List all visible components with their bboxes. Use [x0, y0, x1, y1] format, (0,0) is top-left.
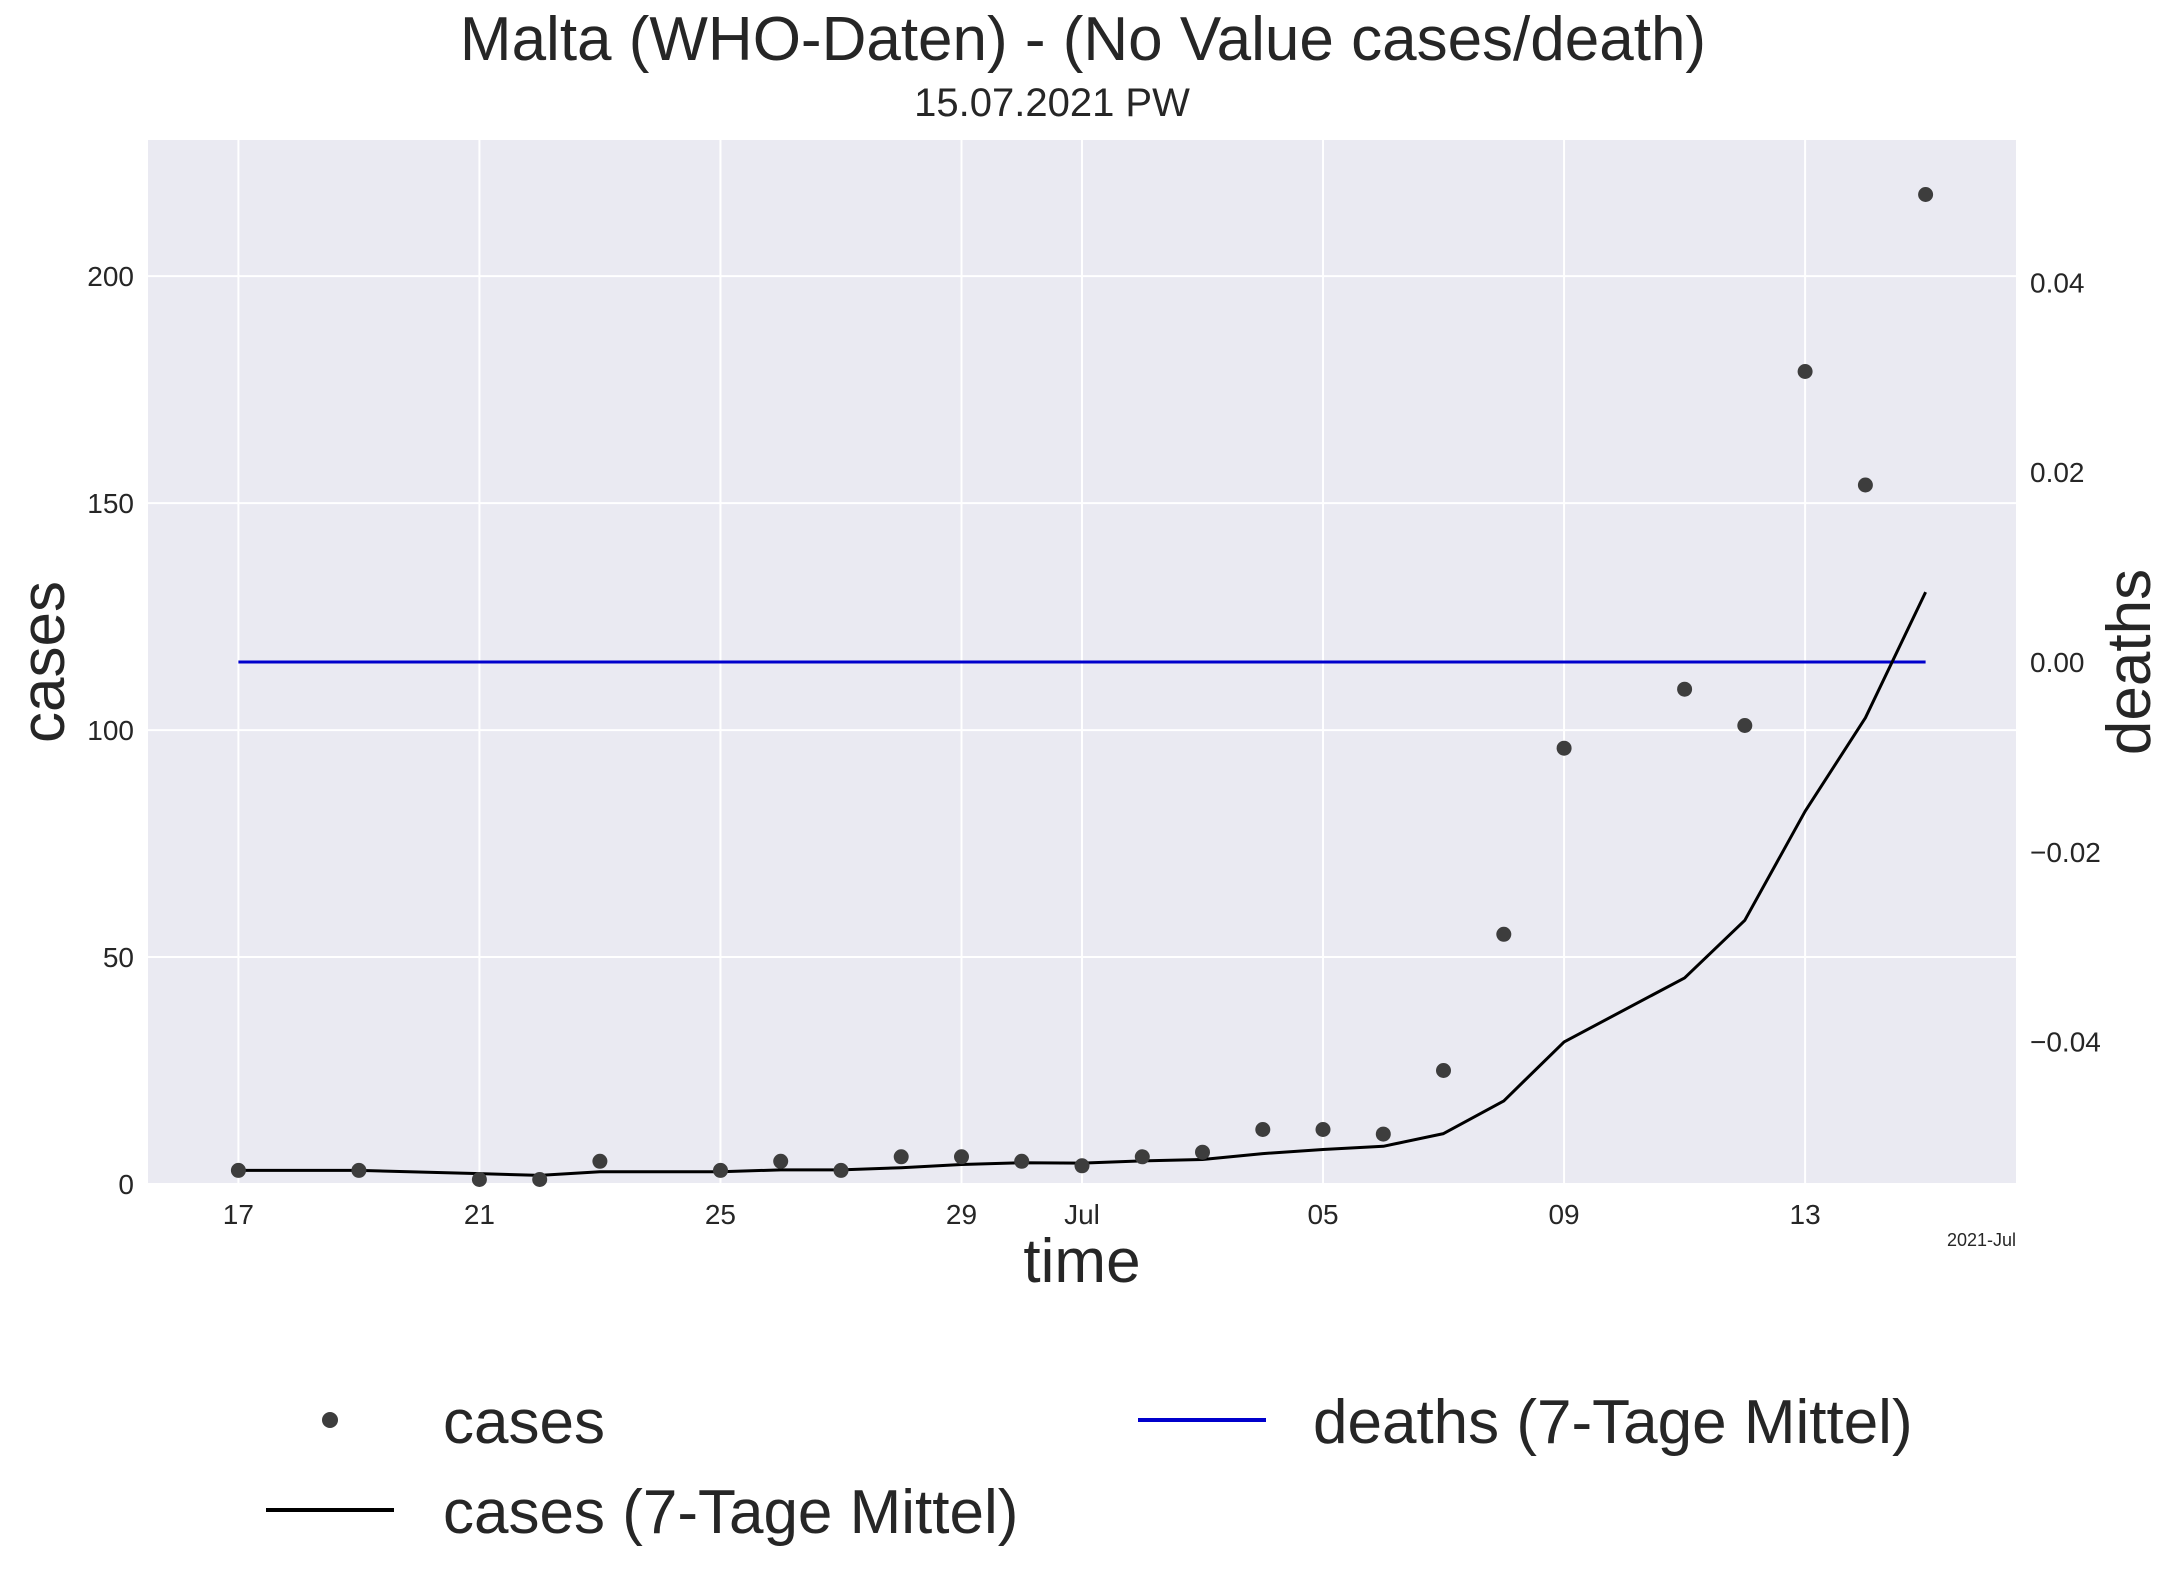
cases-point — [1375, 1126, 1391, 1142]
x-tick-label: 25 — [705, 1199, 736, 1230]
cases-point — [773, 1153, 789, 1169]
legend: cases cases (7-Tage Mittel) deaths (7-Ta… — [266, 1388, 1913, 1547]
y-tick-label: 50 — [103, 942, 134, 973]
y2-tick-label: 0.04 — [2030, 267, 2085, 298]
y2-axis-label: deaths — [2095, 569, 2164, 755]
x-tick-label: 05 — [1307, 1199, 1338, 1230]
legend-marker-cases — [322, 1412, 338, 1428]
cases-point — [893, 1149, 909, 1165]
cases-point — [1195, 1144, 1210, 1160]
cases-point — [230, 1162, 246, 1178]
chart-subtitle: 15.07.2021 PW — [914, 81, 1190, 125]
y-tick-label: 200 — [87, 261, 134, 292]
x-tick-label: Jul — [1064, 1199, 1100, 1230]
cases-point — [1315, 1122, 1331, 1137]
cases-point — [954, 1149, 969, 1165]
cases-point — [1556, 740, 1572, 756]
cases-point — [1436, 1063, 1451, 1078]
y-axis-label: cases — [9, 581, 78, 743]
cases-point — [592, 1153, 608, 1169]
y2-tick-label: 0.00 — [2030, 647, 2085, 678]
cases-point — [1496, 926, 1512, 942]
tick-labels: 17 21 25 29 Jul 05 09 13 0 50 100 150 200 −0.04 −0.02 0… — [87, 261, 2101, 1230]
series-layer — [230, 187, 1934, 1187]
x-offset-label: 2021-Jul — [1947, 1230, 2016, 1250]
x-tick-label: 29 — [946, 1199, 977, 1230]
legend-label-cases: cases — [443, 1388, 605, 1457]
cases-point — [713, 1162, 728, 1178]
cases-point — [1074, 1158, 1090, 1174]
cases-point — [471, 1172, 487, 1187]
cases-point — [1014, 1153, 1030, 1169]
chart-title: Malta (WHO-Daten) - (No Value cases/deat… — [460, 5, 1706, 74]
y-tick-label: 100 — [87, 715, 134, 746]
y2-tick-label: 0.02 — [2030, 457, 2085, 488]
y-tick-label: 0 — [118, 1169, 134, 1200]
legend-label-deaths-avg: deaths (7-Tage Mittel) — [1313, 1388, 1913, 1457]
cases-point — [1255, 1122, 1271, 1137]
cases-point — [1857, 477, 1873, 493]
cases-point — [1918, 187, 1934, 202]
cases-point — [1134, 1149, 1150, 1165]
cases-point — [1677, 681, 1693, 697]
cases-point — [833, 1162, 849, 1178]
y2-tick-label: −0.04 — [2030, 1027, 2101, 1058]
y2-tick-label: −0.02 — [2030, 837, 2101, 868]
cases-point — [351, 1162, 367, 1178]
cases-point — [1737, 718, 1753, 733]
x-axis-label: time — [1023, 1227, 1140, 1296]
y-tick-label: 150 — [87, 488, 134, 519]
x-tick-label: 13 — [1790, 1199, 1821, 1230]
cases-point — [1797, 364, 1813, 379]
legend-label-cases-avg: cases (7-Tage Mittel) — [443, 1478, 1018, 1547]
cases-point — [532, 1172, 548, 1187]
x-tick-label: 21 — [464, 1199, 495, 1230]
x-tick-label: 09 — [1548, 1199, 1579, 1230]
x-tick-label: 17 — [223, 1199, 254, 1230]
